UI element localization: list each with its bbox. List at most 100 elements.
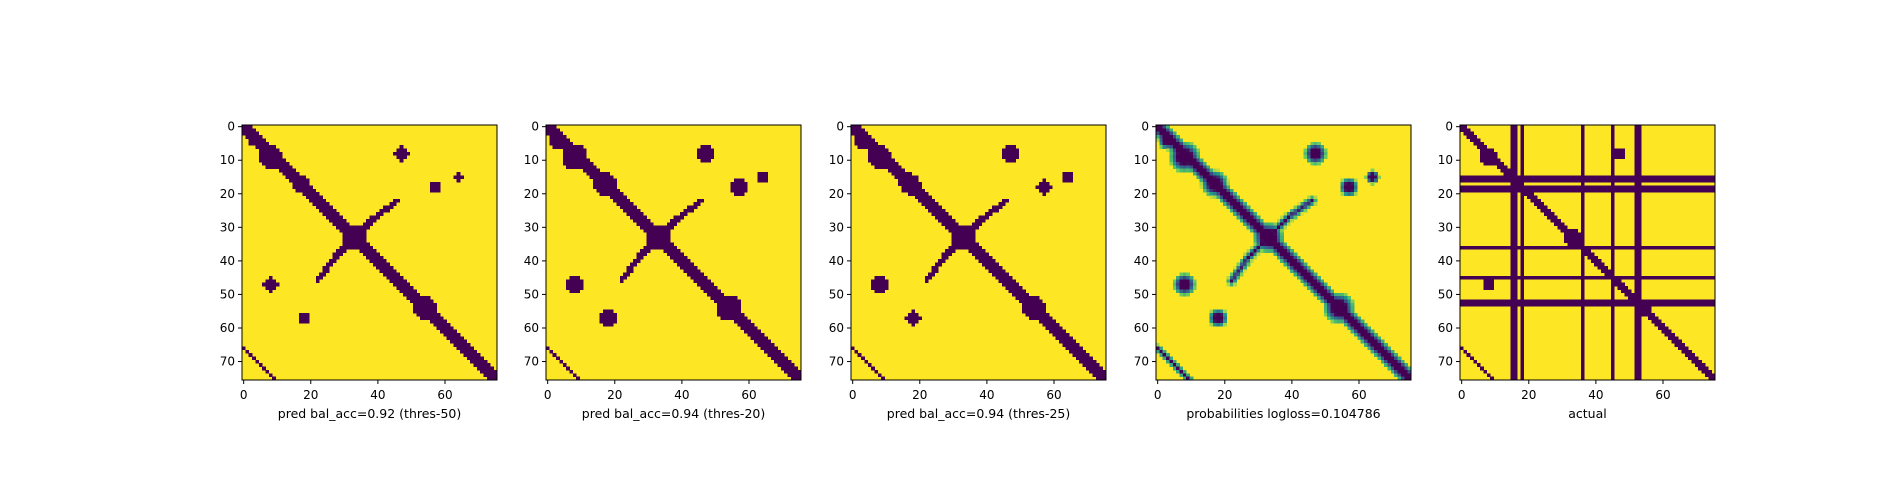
heatmap-cell [938,205,942,210]
heatmap-cell [389,279,394,284]
heatmap-cell [1637,148,1642,153]
heatmap-cell [720,309,725,314]
heatmap-cell [1082,349,1087,354]
heatmap-cell [1701,363,1706,367]
heatmap-cell [272,158,276,163]
heatmap-cell [1483,151,1488,156]
heatmap-cell [1012,158,1016,163]
heatmap-cell [887,158,892,163]
heatmap-cell [666,225,671,230]
heatmap-cell [1283,222,1288,227]
heatmap-cell [1513,222,1518,227]
heatmap-cell [1617,178,1622,183]
heatmap-cell [403,286,407,290]
heatmap-cell [1587,178,1592,183]
heatmap-cell [991,262,996,267]
heatmap-cell [1172,141,1177,146]
heatmap-cell [867,158,872,163]
heatmap-cell [1520,333,1525,337]
heatmap-cell [352,242,357,247]
heatmap-cell [1246,249,1251,253]
heatmap-cell [1678,299,1682,304]
heatmap-cell [1166,353,1170,357]
heatmap-cell [546,128,550,133]
heatmap-cell [470,346,474,351]
heatmap-cell [1169,161,1174,166]
heatmap-cell [790,366,795,371]
heatmap-cell [1476,188,1481,193]
heatmap-cell [1587,252,1592,257]
heatmap-cell [1577,175,1582,180]
heatmap-cell [914,319,919,324]
heatmap-cell [639,215,644,220]
heatmap-cell [975,222,979,227]
heatmap-cell [592,182,597,186]
heatmap-cell [1005,198,1010,203]
heatmap-cell [285,165,290,169]
heatmap-cell [1350,322,1355,327]
heatmap-cell [1513,205,1518,210]
heatmap-cell [908,185,912,190]
heatmap-cell [1530,185,1535,190]
heatmap-cell [1513,279,1518,284]
heatmap-cell [998,269,1003,273]
heatmap-cell [272,286,276,290]
heatmap-cell [1466,353,1471,357]
heatmap-cell [1631,185,1635,190]
heatmap-cell [466,343,471,347]
heatmap-cell [1490,279,1494,284]
heatmap-cell [857,145,862,149]
heatmap-cell [1604,188,1608,193]
heatmap-cell [1330,289,1335,294]
heatmap-cell [1637,138,1642,143]
heatmap-cell [1323,306,1328,310]
heatmap-cell [1176,363,1180,367]
heatmap-cell [1199,168,1204,173]
heatmap-cell [1711,275,1716,280]
heatmap-cell [1260,242,1264,247]
heatmap-cell [1236,195,1241,200]
heatmap-cell [1387,366,1392,371]
heatmap-cell [1407,369,1412,374]
heatmap-cell [1580,359,1585,364]
heatmap-cell [1513,168,1518,173]
heatmap-cell [419,309,424,314]
heatmap-cell [342,225,347,230]
heatmap-cell [1513,135,1518,139]
heatmap-cell [686,269,691,273]
heatmap-cell [285,168,290,173]
heatmap-cell [1661,329,1666,334]
heatmap-cell [1306,272,1311,277]
heatmap-cell [299,312,303,317]
heatmap-cell [1042,182,1046,186]
heatmap-cell [1594,188,1598,193]
heatmap-cell [1520,312,1525,317]
heatmap-cell [703,155,708,159]
heatmap-cell [1530,195,1535,200]
heatmap-cell [629,205,634,210]
heatmap-cell [1530,188,1535,193]
heatmap-cell [676,262,681,267]
heatmap-cell [747,322,752,327]
heatmap-cell [1580,319,1585,324]
heatmap-cell [921,195,926,200]
heatmap-cell [1580,312,1585,317]
heatmap-cell [1293,255,1298,260]
heatmap-cell [1513,299,1518,304]
heatmap-cell [389,269,394,273]
heatmap-cell [1513,208,1518,213]
heatmap-cell [1520,373,1525,377]
heatmap-cell [1610,155,1615,159]
heatmap-cell [1617,299,1622,304]
heatmap-cell [1520,141,1525,146]
heatmap-cell [1610,272,1615,277]
heatmap-cell [1520,222,1525,227]
heatmap-cell [1343,322,1348,327]
heatmap-cell [349,235,354,240]
heatmap-cell [968,249,973,253]
heatmap-cell [1513,229,1518,233]
heatmap-cell [1206,165,1211,169]
heatmap-cell [1647,302,1652,307]
heatmap-cell [572,145,577,149]
